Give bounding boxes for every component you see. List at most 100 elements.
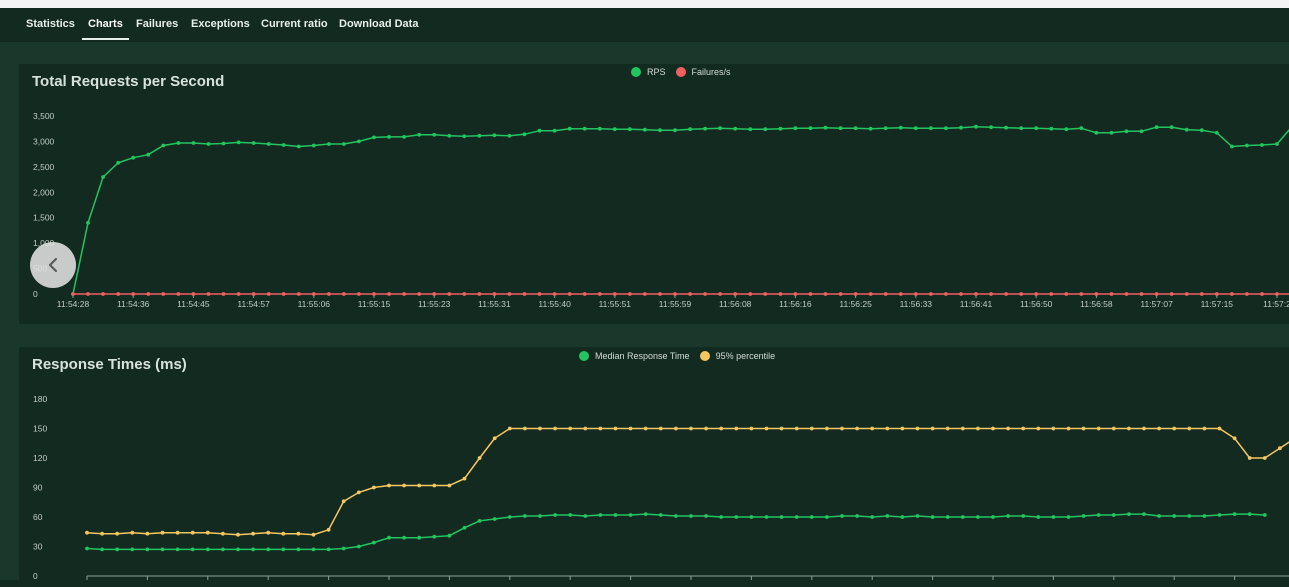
data-point xyxy=(462,525,467,530)
x-tick-label: 11:54:57 xyxy=(237,299,270,309)
data-point xyxy=(883,126,888,131)
data-point xyxy=(733,126,738,131)
data-point xyxy=(145,547,150,552)
data-point xyxy=(1247,512,1252,516)
data-point xyxy=(221,547,225,552)
data-point xyxy=(568,513,573,517)
data-point xyxy=(582,292,587,296)
data-point xyxy=(1260,292,1264,296)
data-point xyxy=(1021,426,1026,431)
tab-exceptions[interactable]: Exceptions xyxy=(191,18,250,30)
data-point xyxy=(853,292,858,296)
response-times-chart-title: Response Times (ms) xyxy=(32,356,187,373)
data-point xyxy=(1275,292,1279,296)
data-point xyxy=(296,547,301,552)
data-point xyxy=(1157,514,1161,518)
response-times-legend[interactable]: Median Response Time 95% percentile xyxy=(579,351,785,361)
data-point xyxy=(779,515,784,519)
data-point xyxy=(883,292,888,296)
failures-legend-label[interactable]: Failures/s xyxy=(691,67,731,77)
data-point xyxy=(1081,426,1086,431)
data-point xyxy=(929,126,933,131)
data-point xyxy=(1230,144,1234,149)
rps-legend[interactable]: RPS Failures/s xyxy=(631,67,741,77)
data-point xyxy=(719,426,724,431)
data-point xyxy=(327,292,331,296)
data-point xyxy=(1066,426,1071,431)
data-point xyxy=(432,132,437,137)
data-point xyxy=(281,292,286,296)
data-point xyxy=(870,515,875,519)
tab-current-ratio[interactable]: Current ratio xyxy=(261,18,328,30)
data-point xyxy=(583,514,588,518)
data-point xyxy=(1124,292,1129,296)
data-point xyxy=(974,292,978,296)
x-tick-label: 11:54:28 xyxy=(57,299,90,309)
data-point xyxy=(825,426,829,431)
data-point xyxy=(734,426,739,431)
data-point xyxy=(206,142,211,146)
data-point xyxy=(447,483,452,488)
data-point xyxy=(1049,292,1054,296)
rps-legend-label[interactable]: RPS xyxy=(647,67,666,77)
data-point xyxy=(1094,130,1099,135)
data-point xyxy=(492,517,497,521)
median-legend-label[interactable]: Median Response Time xyxy=(595,351,690,361)
response-times-chart-panel: Response Times (ms) Median Response Time… xyxy=(19,347,1289,587)
tab-download-data[interactable]: Download Data xyxy=(339,18,419,30)
tab-bar: Statistics Charts Failures Exceptions Cu… xyxy=(0,8,1289,43)
top-strip xyxy=(0,0,1289,8)
data-point xyxy=(402,535,406,540)
data-point xyxy=(628,513,633,517)
data-point xyxy=(402,483,406,488)
y-tick-label: 3,500 xyxy=(33,111,55,121)
data-point xyxy=(823,292,828,296)
data-point xyxy=(86,292,90,296)
data-point xyxy=(311,532,316,537)
y-tick-label: 180 xyxy=(33,394,47,404)
data-point xyxy=(372,292,376,296)
data-point xyxy=(537,128,542,133)
data-point xyxy=(85,530,89,535)
x-tick-label: 11:56:41 xyxy=(960,299,993,309)
data-point xyxy=(1066,515,1071,519)
data-point xyxy=(101,292,105,296)
data-point xyxy=(930,426,935,431)
data-point xyxy=(356,490,361,495)
tab-statistics[interactable]: Statistics xyxy=(26,18,75,30)
data-point xyxy=(372,540,376,545)
data-point xyxy=(1036,426,1041,431)
data-point xyxy=(1230,292,1234,296)
data-point xyxy=(1157,426,1161,431)
data-point xyxy=(1262,456,1267,460)
data-point xyxy=(266,292,271,296)
data-point xyxy=(357,292,361,296)
tab-failures[interactable]: Failures xyxy=(136,18,179,30)
data-point xyxy=(598,513,603,517)
data-point xyxy=(1127,512,1131,516)
response-times-chart-canvas: 180 150 120 90 60 30 0 xyxy=(33,394,1289,581)
data-point xyxy=(251,531,256,536)
data-point xyxy=(718,292,722,296)
data-point xyxy=(447,133,452,138)
data-point xyxy=(311,547,316,552)
data-point xyxy=(1094,292,1099,296)
y-tick-label: 2,000 xyxy=(33,187,55,197)
data-point xyxy=(989,292,993,296)
data-point xyxy=(311,292,316,296)
p95-legend-label[interactable]: 95% percentile xyxy=(715,351,776,361)
data-point xyxy=(372,135,376,140)
data-point xyxy=(311,143,316,148)
data-point xyxy=(161,143,166,148)
data-point xyxy=(402,292,406,296)
data-point xyxy=(763,127,768,132)
data-point xyxy=(145,531,150,536)
data-point xyxy=(959,292,963,296)
y-tick-label: 90 xyxy=(33,483,43,493)
data-point xyxy=(583,426,588,431)
data-point xyxy=(327,142,331,146)
data-point xyxy=(733,292,738,296)
tab-charts[interactable]: Charts xyxy=(82,8,129,40)
data-point xyxy=(206,292,211,296)
back-button[interactable] xyxy=(30,242,76,288)
